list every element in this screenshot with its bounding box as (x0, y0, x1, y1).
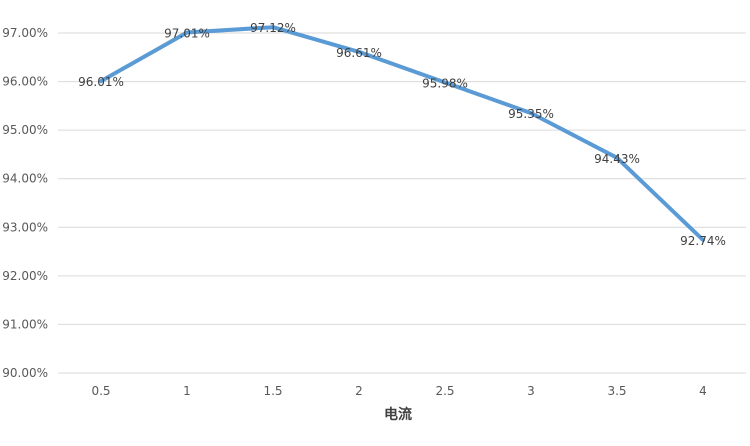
y-tick-label: 90.00% (2, 366, 48, 380)
y-axis-tick-labels: 90.00% 91.00% 92.00% 93.00% 94.00% 95.00% 96.0… (2, 26, 48, 380)
data-label: 96.01% (78, 75, 124, 89)
data-point (357, 50, 361, 54)
data-label: 94.43% (594, 152, 640, 166)
data-label: 96.61% (336, 46, 382, 60)
y-tick-label: 95.00% (2, 123, 48, 137)
x-tick-label: 3.5 (607, 384, 626, 398)
y-tick-label: 92.00% (2, 269, 48, 283)
data-label: 97.01% (164, 27, 210, 41)
x-tick-label: 4 (699, 384, 707, 398)
x-tick-label: 0.5 (91, 384, 110, 398)
data-label: 95.35% (508, 107, 554, 121)
x-tick-label: 2 (355, 384, 363, 398)
y-tick-label: 93.00% (2, 220, 48, 234)
x-tick-label: 3 (527, 384, 535, 398)
data-point (443, 81, 447, 85)
y-tick-label: 91.00% (2, 317, 48, 331)
x-axis-title: 电流 (384, 406, 412, 423)
x-tick-label: 1 (183, 384, 191, 398)
data-label: 92.74% (680, 234, 726, 248)
x-axis-tick-labels: 0.5 1 1.5 2 2.5 3 3.5 4 (91, 384, 706, 398)
data-point (271, 25, 275, 29)
data-point (615, 156, 619, 160)
x-tick-label: 2.5 (435, 384, 454, 398)
data-points (99, 25, 705, 242)
x-tick-label: 1.5 (263, 384, 282, 398)
data-point (529, 111, 533, 115)
series-line (99, 25, 705, 242)
data-point (701, 238, 705, 242)
y-tick-label: 96.00% (2, 75, 48, 89)
gridlines (58, 32, 746, 374)
y-tick-label: 94.00% (2, 172, 48, 186)
y-tick-label: 97.00% (2, 26, 48, 40)
data-label: 97.12% (250, 21, 296, 35)
data-labels: 96.01% 97.01% 97.12% 96.61% 95.98% 95.35% 94.4… (78, 21, 726, 248)
data-label: 95.98% (422, 77, 468, 91)
data-point (185, 31, 189, 35)
data-point (99, 79, 103, 83)
